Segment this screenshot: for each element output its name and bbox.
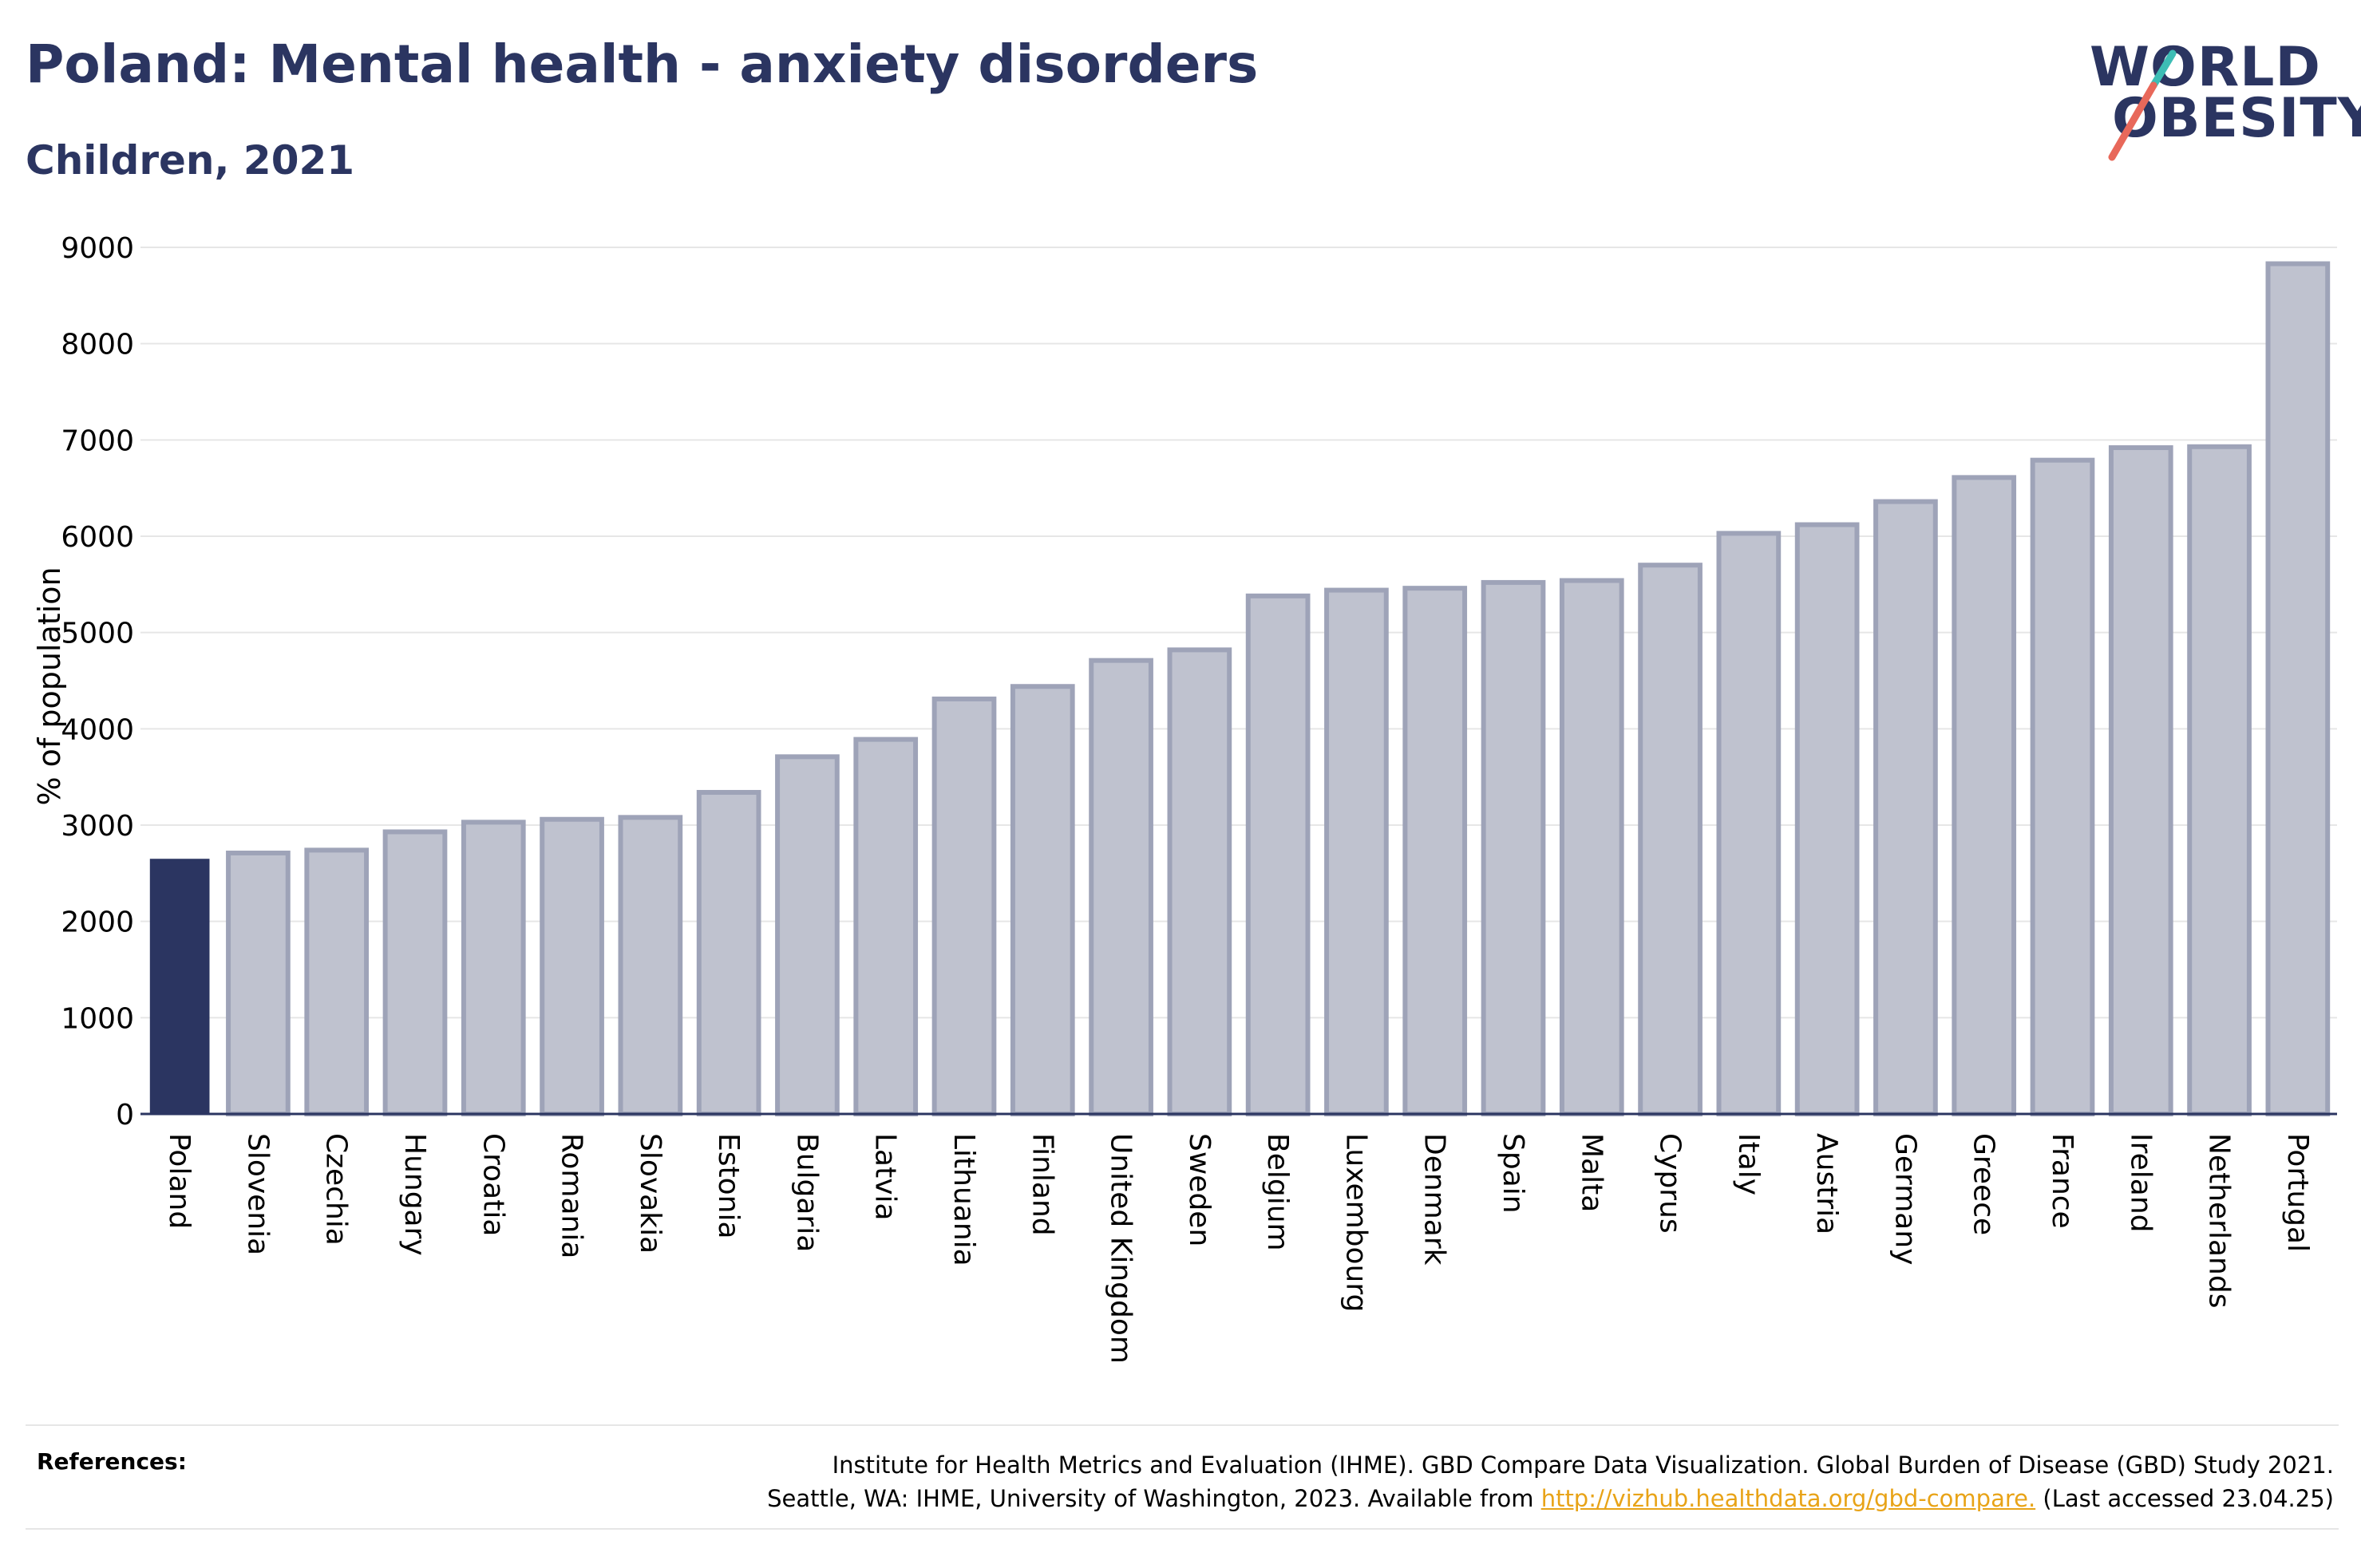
- y-tick-label: 2000: [61, 906, 134, 939]
- chart-title: Poland: Mental health - anxiety disorder…: [26, 34, 1259, 95]
- x-tick-label: Italy: [1732, 1133, 1765, 1195]
- bar-latvia: [853, 737, 919, 1117]
- y-tick-label: 1000: [61, 1002, 134, 1035]
- x-tick-label: Romania: [556, 1133, 588, 1258]
- bar-romania: [540, 816, 604, 1116]
- x-tick-label: Croatia: [477, 1133, 509, 1236]
- x-tick-label: Ireland: [2124, 1133, 2157, 1233]
- reference-line-2-prefix: Seattle, WA: IHME, University of Washing…: [767, 1485, 1541, 1512]
- logo-slash-icon: [2108, 49, 2177, 161]
- y-axis-label: % of population: [32, 567, 67, 805]
- x-tick-label: Latvia: [869, 1133, 902, 1221]
- bar-belgium: [1245, 593, 1311, 1116]
- references-label: References:: [37, 1448, 187, 1475]
- x-tick-label: Slovenia: [241, 1133, 274, 1255]
- reference-line-2: Seattle, WA: IHME, University of Washing…: [767, 1482, 2334, 1515]
- x-tick-label: Malta: [1575, 1133, 1608, 1212]
- bar-bulgaria: [775, 754, 840, 1116]
- bar-hungary: [382, 829, 448, 1116]
- x-tick-label: Belgium: [1261, 1133, 1294, 1251]
- x-tick-label: Portugal: [2281, 1133, 2314, 1252]
- bar-croatia: [461, 820, 526, 1116]
- y-tick-label: 9000: [61, 232, 134, 265]
- bar-cyprus: [1638, 563, 1703, 1116]
- x-tick-label: Poland: [163, 1133, 196, 1229]
- y-axis: 0 1000 2000 3000 4000 5000 6000 7000 8000 9000: [61, 232, 134, 1132]
- bar-sweden: [1167, 647, 1232, 1116]
- x-tick-label: United Kingdom: [1105, 1133, 1137, 1364]
- x-axis: Poland Slovenia Czechia Hungary Croatia Roman…: [140, 1112, 2337, 1364]
- bar-slovakia: [618, 815, 683, 1116]
- bar-netherlands: [2187, 444, 2252, 1116]
- bar-finland: [1010, 684, 1075, 1116]
- x-tick-label: Hungary: [398, 1133, 431, 1256]
- bar-estonia: [696, 789, 761, 1116]
- x-tick-label: Denmark: [1418, 1133, 1451, 1266]
- world-obesity-logo: WORLD OBESITY: [2075, 36, 2361, 172]
- bar-poland: [149, 859, 210, 1114]
- references-section: References: Institute for Health Metrics…: [26, 1424, 2339, 1530]
- bar-chart: 0 1000 2000 3000 4000 5000 6000 7000 8000 9000 Po…: [32, 232, 2337, 1364]
- x-tick-label: France: [2046, 1133, 2078, 1229]
- bar-greece: [1952, 475, 2017, 1116]
- x-tick-label: Luxembourg: [1339, 1133, 1372, 1312]
- y-tick-label: 6000: [61, 521, 134, 554]
- chart-subtitle: Children, 2021: [26, 137, 355, 184]
- x-tick-label: Lithuania: [947, 1133, 980, 1266]
- x-tick-label: Czechia: [320, 1133, 353, 1246]
- y-tick-label: 4000: [61, 713, 134, 746]
- x-tick-label: Spain: [1497, 1133, 1529, 1214]
- references-text: Institute for Health Metrics and Evaluat…: [767, 1448, 2334, 1515]
- x-tick-label: Cyprus: [1654, 1133, 1687, 1234]
- bar-spain: [1481, 579, 1546, 1116]
- x-tick-label: Bulgaria: [790, 1133, 823, 1252]
- bar-austria: [1794, 522, 1860, 1116]
- reference-link[interactable]: http://vizhub.healthdata.org/gbd-compare…: [1540, 1485, 2036, 1512]
- bar-czechia: [304, 847, 370, 1116]
- chart-bars: [149, 261, 2331, 1117]
- y-tick-label: 7000: [61, 425, 134, 457]
- reference-line-1: Institute for Health Metrics and Evaluat…: [832, 1451, 2334, 1479]
- bar-malta: [1559, 578, 1624, 1116]
- logo-line-2: OBESITY: [2112, 87, 2361, 150]
- y-tick-label: 5000: [61, 618, 134, 650]
- x-tick-label: Sweden: [1183, 1133, 1216, 1246]
- reference-line-2-suffix: (Last accessed 23.04.25): [2035, 1485, 2334, 1512]
- bar-france: [2030, 457, 2095, 1116]
- bar-ireland: [2108, 444, 2173, 1116]
- logo-line-1: WORLD: [2090, 36, 2321, 99]
- bar-italy: [1716, 531, 1782, 1116]
- y-tick-label: 8000: [61, 329, 134, 361]
- bar-lithuania: [931, 696, 997, 1116]
- bar-united-kingdom: [1089, 658, 1153, 1116]
- x-tick-label: Slovakia: [634, 1133, 666, 1254]
- x-tick-label: Germany: [1888, 1133, 1921, 1265]
- x-tick-label: Netherlands: [2203, 1133, 2236, 1308]
- bar-luxembourg: [1324, 587, 1389, 1116]
- bar-portugal: [2265, 261, 2331, 1117]
- bar-slovenia: [226, 850, 291, 1116]
- x-tick-label: Greece: [1968, 1133, 2000, 1235]
- y-tick-label: 3000: [61, 810, 134, 843]
- x-tick-label: Estonia: [712, 1133, 745, 1239]
- bar-denmark: [1402, 586, 1468, 1116]
- bar-germany: [1873, 499, 1938, 1116]
- x-tick-label: Austria: [1810, 1133, 1843, 1234]
- y-tick-label: 0: [116, 1099, 134, 1132]
- x-tick-label: Finland: [1026, 1133, 1058, 1236]
